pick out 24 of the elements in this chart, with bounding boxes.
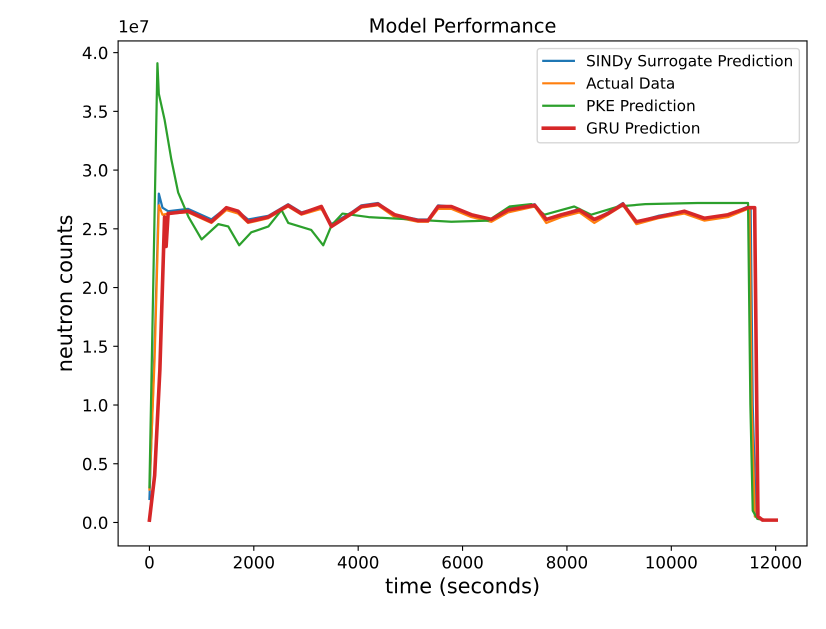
y-tick-label: 4.0 — [82, 46, 108, 60]
legend-label: PKE Prediction — [588, 99, 694, 112]
x-tick-label: 0 — [145, 556, 154, 569]
y-tick-label: 3.5 — [83, 105, 107, 118]
y-tick-label: 1.5 — [84, 340, 107, 353]
x-tick-label: 12000 — [751, 556, 802, 569]
text: 1e7 — [120, 20, 148, 33]
x-tick-label: 4000 — [338, 556, 378, 569]
legend-label: GRU Prediction — [586, 122, 700, 134]
x-tick-label: 8000 — [546, 556, 588, 569]
y-axis-title: neutron counts — [57, 216, 72, 370]
x-axis-title: time (seconds) — [386, 577, 538, 596]
y-tick-label: 1.0 — [84, 398, 108, 412]
y-tick-label: 3.0 — [83, 164, 108, 177]
x-tick-label: 6000 — [442, 556, 483, 569]
legend-label: Actual Data — [586, 77, 674, 89]
legend-label: SINDy Surrogate Prediction — [587, 54, 792, 70]
y-tick-label: 0.0 — [82, 516, 108, 530]
x-tick-label: 10000 — [646, 556, 697, 569]
y-tick-label: 2.0 — [83, 282, 108, 294]
y-tick-label: 0.5 — [82, 458, 107, 470]
y-tick-label: 2.5 — [83, 222, 107, 236]
chart-title: Model Performance — [370, 18, 556, 33]
x-tick-label: 2000 — [234, 556, 274, 569]
